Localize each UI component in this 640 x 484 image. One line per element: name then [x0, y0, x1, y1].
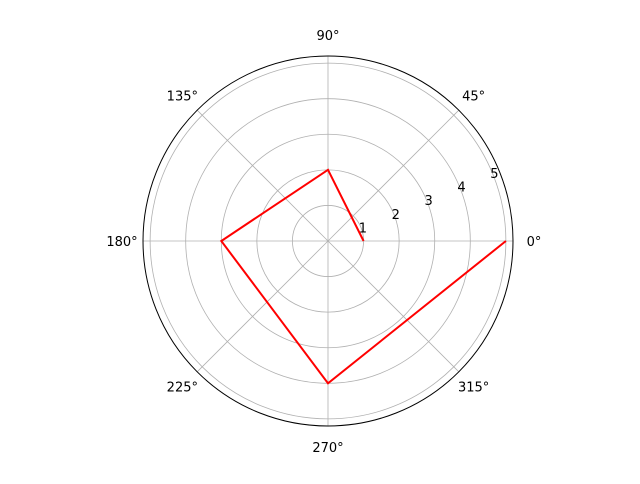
theta-gridline: [196, 240, 329, 373]
theta-gridline: [327, 240, 460, 373]
theta-gridline: [196, 109, 329, 242]
polar-frame: [142, 55, 514, 427]
labels: 0° 45° 90° 135° 180° 225° 270° 315° 1 2 3 4 5: [106, 29, 541, 456]
theta-tick-label: 0°: [527, 235, 542, 250]
theta-tick-label: 270°: [312, 441, 343, 456]
theta-tick-label: 90°: [316, 29, 339, 44]
theta-tick-label: 135°: [167, 89, 198, 104]
r-tick-label: 3: [424, 194, 432, 209]
theta-tick-label: 315°: [458, 381, 489, 396]
series: [219, 168, 507, 385]
r-tick-label: 1: [359, 221, 367, 236]
theta-tick-label: 180°: [106, 235, 137, 250]
theta-gridline: [327, 109, 460, 242]
r-tick-label: 2: [392, 208, 400, 223]
r-tick-label: 5: [490, 167, 498, 182]
r-tick-label: 4: [457, 181, 465, 196]
grid: [142, 55, 514, 427]
theta-tick-label: 45°: [462, 89, 485, 104]
series-line: [219, 168, 507, 385]
theta-tick-label: 225°: [167, 381, 198, 396]
